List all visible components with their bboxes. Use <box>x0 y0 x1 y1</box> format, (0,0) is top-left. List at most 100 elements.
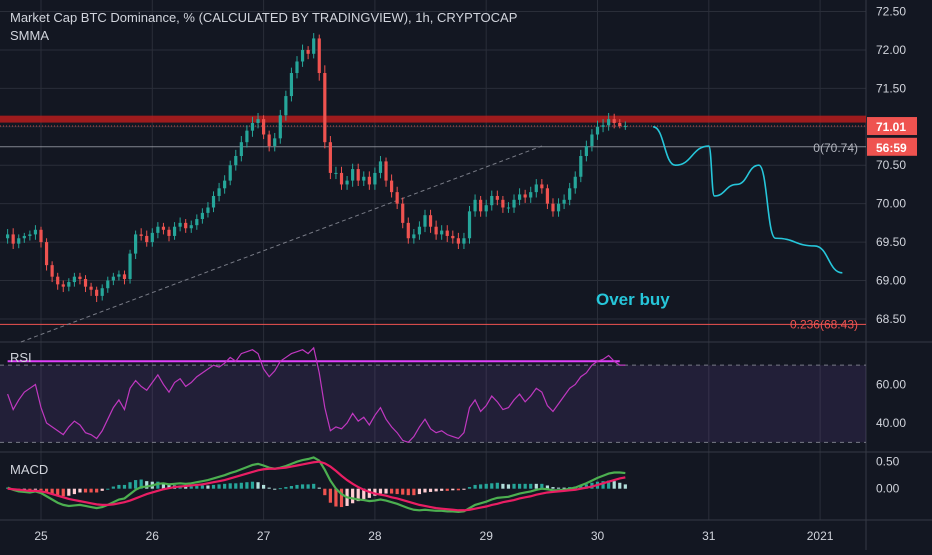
candle-body <box>501 199 505 208</box>
candle-body <box>529 192 533 198</box>
macd-histogram-bar <box>39 488 43 491</box>
candle-body <box>172 226 177 236</box>
macd-histogram-bar <box>284 487 288 489</box>
candle-body <box>161 226 166 230</box>
candle-down <box>262 115 266 140</box>
candle-up <box>284 90 288 121</box>
candle-body <box>506 207 511 209</box>
candle-body <box>562 199 566 204</box>
candle-down <box>167 226 171 242</box>
candle-body <box>434 226 438 235</box>
candle-down <box>445 225 449 243</box>
signal-line <box>7 460 626 512</box>
candle-body <box>607 119 611 126</box>
candle-up <box>584 140 588 162</box>
rsi-pane[interactable]: RSI <box>0 346 866 444</box>
candle-up <box>17 234 21 249</box>
candle-down <box>39 226 43 248</box>
candle-up <box>562 194 566 210</box>
candle-down <box>356 163 360 186</box>
macd-histogram-bar <box>106 488 110 490</box>
candle-body <box>267 134 271 147</box>
candle-down <box>456 232 460 250</box>
macd-histogram-bar <box>384 488 388 494</box>
macd-histogram-bar <box>28 488 32 491</box>
candle-up <box>28 230 32 241</box>
candle-down <box>384 157 388 187</box>
candle-up <box>362 171 366 186</box>
candle-body <box>295 61 299 74</box>
macd-histogram-bar <box>300 484 305 489</box>
candle-body <box>568 188 572 200</box>
candle-body <box>490 195 494 206</box>
y-tick-label: 68.50 <box>876 312 906 326</box>
candle-body <box>156 226 160 233</box>
candle-body <box>601 125 605 127</box>
candle-body <box>106 280 110 289</box>
candle-down <box>306 46 310 60</box>
candle-body <box>417 226 422 235</box>
macd-histogram-bar <box>195 486 199 489</box>
candle-up <box>334 166 338 180</box>
macd-histogram-bar <box>601 481 605 489</box>
x-tick-label: 26 <box>146 529 160 543</box>
candle-down <box>95 286 99 303</box>
candle-up <box>200 208 204 224</box>
macd-histogram-bar <box>356 488 360 502</box>
macd-histogram-bar <box>228 483 232 489</box>
candle-body <box>512 199 516 208</box>
candle-up <box>373 167 377 190</box>
candle-body <box>456 238 460 244</box>
candle-body <box>178 222 182 227</box>
candle-body <box>134 234 138 254</box>
macd-histogram-bar <box>78 488 82 493</box>
macd-histogram-bar <box>479 484 483 489</box>
candle-body <box>189 225 193 229</box>
candle-down <box>61 280 65 293</box>
countdown-badge <box>867 137 917 156</box>
macd-histogram-bar <box>312 483 316 489</box>
macd-histogram-bar <box>534 483 538 489</box>
candle-down <box>145 230 149 247</box>
macd-histogram-bar <box>423 488 427 493</box>
macd-histogram-bar <box>100 488 104 491</box>
candle-down <box>612 113 616 129</box>
x-tick-label: 29 <box>480 529 494 543</box>
candle-down <box>479 195 483 217</box>
candle-body <box>317 38 321 74</box>
candle-body <box>428 215 433 227</box>
candle-up <box>228 160 232 186</box>
candle-down <box>323 65 327 149</box>
candle-body <box>28 234 32 236</box>
y-tick-label: 70.50 <box>876 158 906 172</box>
x-tick-label: 25 <box>34 529 48 543</box>
candle-body <box>167 229 171 236</box>
candle-up <box>378 156 383 179</box>
macd-histogram-bar <box>145 481 149 489</box>
candle-body <box>473 199 477 212</box>
macd-histogram-bar <box>323 488 327 496</box>
candle-body <box>595 126 600 135</box>
candle-up <box>72 272 76 287</box>
candle-up <box>573 171 577 194</box>
x-tick-label: 27 <box>257 529 271 543</box>
macd-histogram-bar <box>156 481 160 489</box>
candle-body <box>378 161 383 173</box>
candle-body <box>495 195 499 200</box>
macd-histogram-bar <box>362 488 366 499</box>
candle-up <box>607 112 611 131</box>
macd-histogram-bar <box>44 488 49 493</box>
candle-down <box>395 186 399 210</box>
macd-histogram-bar <box>406 488 410 496</box>
price-badge-label: 71.01 <box>876 120 906 134</box>
trend-line <box>20 145 543 343</box>
macd-histogram-bar <box>579 485 583 489</box>
macd-pane[interactable]: MACD <box>6 456 627 514</box>
candle-body <box>278 115 282 139</box>
price-pane[interactable]: Over buy 0(70.74) 0.236(68.43) <box>0 0 866 343</box>
candle-up <box>568 182 572 206</box>
macd-histogram-bar <box>223 483 227 489</box>
candle-up <box>223 175 227 194</box>
